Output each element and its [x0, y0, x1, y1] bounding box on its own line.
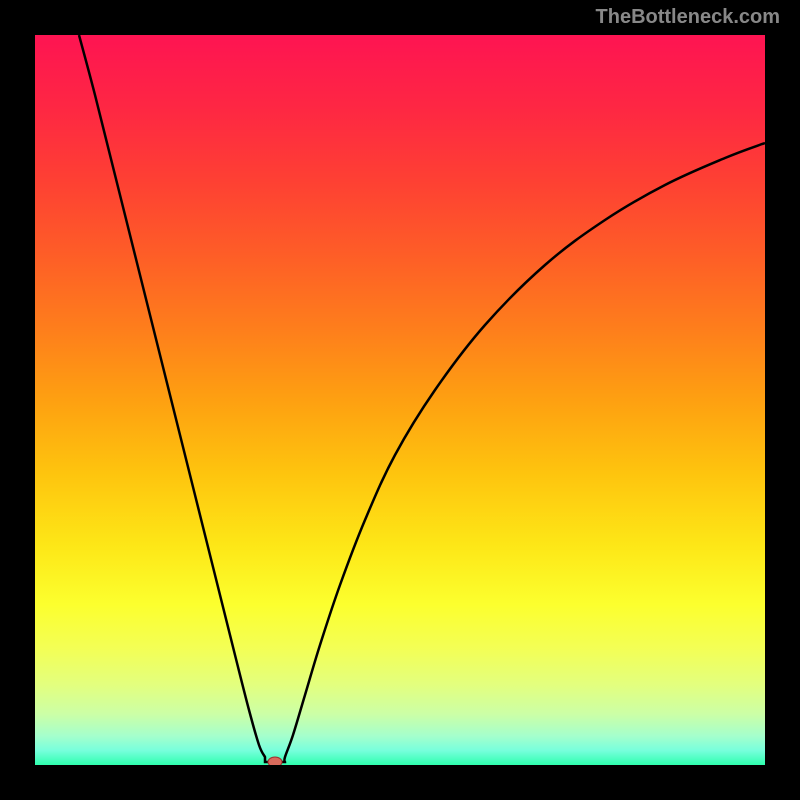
- chart-plot-area: [35, 35, 765, 765]
- chart-svg: [35, 35, 765, 765]
- optimal-point-marker: [268, 757, 282, 765]
- gradient-background: [35, 35, 765, 765]
- watermark-text: TheBottleneck.com: [596, 6, 780, 29]
